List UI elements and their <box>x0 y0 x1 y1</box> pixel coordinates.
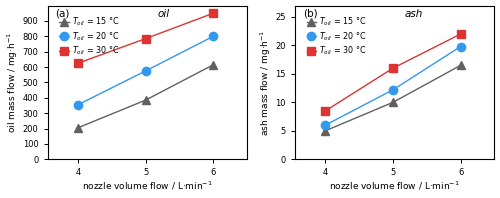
Text: (a): (a) <box>56 9 70 19</box>
$T_{oil}$ = 30 °C <box>142 37 148 40</box>
Text: (b): (b) <box>303 9 318 19</box>
$T_{oil}$ = 15 °C <box>75 127 81 129</box>
$T_{oil}$ = 30 °C <box>75 62 81 64</box>
Line: $T_{oil}$ = 15 °C: $T_{oil}$ = 15 °C <box>74 61 218 132</box>
$T_{oil}$ = 20 °C <box>458 45 464 48</box>
Line: $T_{oil}$ = 15 °C: $T_{oil}$ = 15 °C <box>321 61 465 135</box>
Legend: $T_{oil}$ = 15 °C, $T_{oil}$ = 20 °C, $T_{oil}$ = 30 °C: $T_{oil}$ = 15 °C, $T_{oil}$ = 20 °C, $T… <box>58 14 121 59</box>
$T_{oil}$ = 30 °C <box>210 12 216 14</box>
Line: $T_{oil}$ = 20 °C: $T_{oil}$ = 20 °C <box>74 32 218 109</box>
$T_{oil}$ = 15 °C <box>390 101 396 104</box>
Text: oil: oil <box>158 9 170 19</box>
Y-axis label: ash mass flow / mg·h$^{-1}$: ash mass flow / mg·h$^{-1}$ <box>258 29 272 136</box>
Line: $T_{oil}$ = 30 °C: $T_{oil}$ = 30 °C <box>321 30 465 115</box>
Text: ash: ash <box>404 9 423 19</box>
X-axis label: nozzle volume flow / L·min$^{-1}$: nozzle volume flow / L·min$^{-1}$ <box>330 180 460 192</box>
Line: $T_{oil}$ = 20 °C: $T_{oil}$ = 20 °C <box>321 42 465 129</box>
$T_{oil}$ = 20 °C <box>142 70 148 72</box>
$T_{oil}$ = 20 °C <box>390 89 396 91</box>
X-axis label: nozzle volume flow / L·min$^{-1}$: nozzle volume flow / L·min$^{-1}$ <box>82 180 213 192</box>
Line: $T_{oil}$ = 30 °C: $T_{oil}$ = 30 °C <box>74 9 218 67</box>
Y-axis label: oil mass flow / mg·h$^{-1}$: oil mass flow / mg·h$^{-1}$ <box>6 32 20 133</box>
Legend: $T_{oil}$ = 15 °C, $T_{oil}$ = 20 °C, $T_{oil}$ = 30 °C: $T_{oil}$ = 15 °C, $T_{oil}$ = 20 °C, $T… <box>305 14 368 59</box>
$T_{oil}$ = 15 °C <box>210 64 216 66</box>
$T_{oil}$ = 15 °C <box>142 99 148 101</box>
$T_{oil}$ = 30 °C <box>322 110 328 112</box>
$T_{oil}$ = 20 °C <box>75 104 81 106</box>
$T_{oil}$ = 20 °C <box>210 35 216 37</box>
$T_{oil}$ = 15 °C <box>322 130 328 132</box>
$T_{oil}$ = 30 °C <box>390 67 396 69</box>
$T_{oil}$ = 15 °C <box>458 64 464 67</box>
$T_{oil}$ = 30 °C <box>458 33 464 35</box>
$T_{oil}$ = 20 °C <box>322 124 328 126</box>
